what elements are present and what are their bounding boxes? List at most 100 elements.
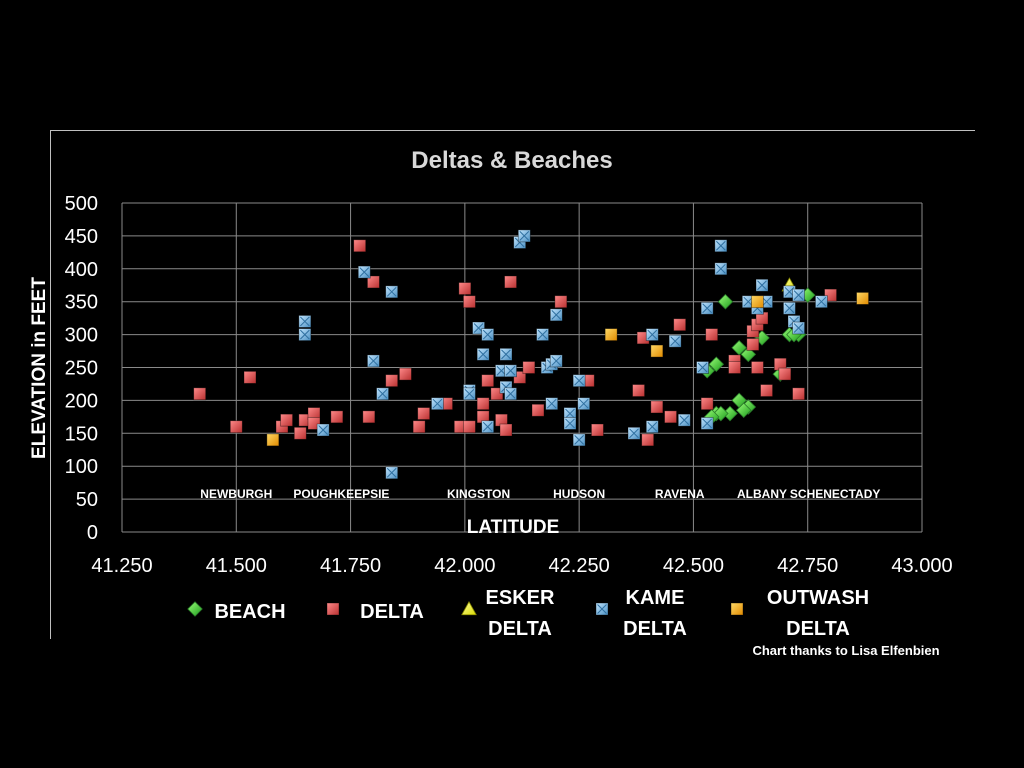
legend-label: DELTA — [360, 601, 424, 623]
data-points — [193, 229, 869, 480]
delta-point — [243, 370, 257, 384]
delta-point — [412, 420, 426, 434]
beach-point — [708, 356, 725, 372]
delta-point — [463, 420, 476, 434]
delta-point — [650, 400, 664, 414]
delta-point — [778, 367, 792, 381]
kame-delta-point — [316, 423, 330, 437]
outwash-delta-point — [751, 295, 764, 309]
kame-delta-point — [700, 417, 714, 430]
kame-delta-point — [367, 354, 380, 368]
delta-point — [353, 239, 367, 253]
legend-label: BEACH — [214, 601, 285, 623]
kame-delta-point — [714, 239, 728, 253]
y-tick-label: 50 — [76, 489, 98, 511]
delta-point — [481, 374, 495, 388]
delta-point — [280, 413, 293, 427]
chart-title: Deltas & Beaches — [411, 147, 612, 174]
delta-point — [463, 295, 476, 309]
delta-point — [193, 387, 207, 401]
y-tick-label: 100 — [65, 456, 98, 478]
delta-point — [362, 410, 376, 424]
beach-point — [735, 402, 752, 419]
kame-delta-point — [760, 295, 773, 309]
kame-delta-point — [549, 308, 563, 322]
x-tick-label: 42.250 — [549, 555, 610, 577]
city-label: SCHENECTADY — [790, 487, 880, 501]
kame-delta-point — [481, 328, 495, 342]
kame-delta-point — [627, 426, 641, 440]
delta-point — [385, 374, 399, 388]
city-labels: NEWBURGH POUGHKEEPSIE KINGSTON HUDSON RAVENA… — [200, 487, 880, 501]
city-label: KINGSTON — [447, 487, 510, 501]
kame-delta-point — [755, 278, 769, 292]
kame-delta-point — [714, 262, 728, 276]
chart-credit: Chart thanks to Lisa Elfenbien — [752, 643, 939, 658]
legend-label: DELTA — [488, 618, 552, 640]
x-tick-label: 41.750 — [320, 555, 381, 577]
kame-delta-point — [696, 361, 709, 374]
legend-item: BEACH — [187, 601, 286, 623]
kame-delta-point — [298, 328, 312, 342]
x-axis-title: LATITUDE — [467, 517, 560, 538]
y-tick-label: 250 — [65, 358, 98, 380]
kame-delta-point — [572, 433, 586, 447]
kame-delta-point — [741, 295, 755, 309]
delta-point — [504, 275, 517, 289]
tick-labels: 0 50 100 150 200 250 300 350 400 450 500 41.250 41.5… — [65, 193, 953, 577]
kame-delta-point — [545, 397, 559, 411]
delta-point — [513, 370, 527, 384]
beach-point — [717, 293, 734, 310]
legend-item: OUTWASH DELTA — [730, 587, 869, 640]
legend-label: OUTWASH — [767, 587, 869, 609]
kame-delta-point — [499, 347, 513, 361]
delta-point — [293, 426, 307, 440]
y-tick-label: 500 — [65, 193, 98, 215]
kame-delta-point — [472, 321, 485, 335]
kame-delta-point — [463, 387, 476, 401]
y-tick-label: 300 — [65, 325, 98, 347]
delta-point — [229, 420, 243, 434]
legend: BEACH DELTA ESKER DELTA KAME DELTA OUTWASH DELT… — [187, 587, 869, 640]
kame-delta-point — [376, 387, 389, 401]
kame-delta-point — [577, 397, 591, 411]
kame-delta-point — [481, 420, 495, 434]
city-label: POUGHKEEPSIE — [293, 487, 389, 501]
delta-point — [746, 338, 760, 351]
legend-item: ESKER DELTA — [461, 587, 555, 640]
delta-point — [307, 417, 321, 430]
legend-label: KAME — [626, 587, 685, 609]
x-tick-label: 43.000 — [891, 555, 952, 577]
outwash-delta-point — [650, 344, 664, 358]
delta-point — [700, 397, 714, 411]
x-tick-label: 42.000 — [434, 555, 495, 577]
city-label: ALBANY — [737, 487, 787, 501]
beach-point — [740, 346, 757, 363]
delta-point — [751, 361, 764, 374]
y-tick-label: 350 — [65, 292, 98, 314]
kame-delta-point — [385, 466, 399, 480]
delta-point — [728, 361, 741, 374]
delta-point — [458, 282, 472, 295]
legend-item: KAME DELTA — [595, 587, 687, 640]
delta-point — [664, 410, 677, 424]
y-axis-title: ELEVATION in FEET — [29, 277, 50, 459]
kame-delta-point — [645, 328, 659, 342]
grid — [121, 202, 923, 533]
kame-delta-point — [563, 417, 577, 430]
y-tick-label: 400 — [65, 259, 98, 281]
delta-point — [531, 403, 545, 417]
kame-delta-point — [815, 295, 828, 309]
delta-point — [330, 410, 344, 424]
kame-delta-point — [495, 364, 508, 378]
kame-delta-point — [476, 347, 490, 361]
delta-point — [399, 367, 412, 381]
legend-label: ESKER — [486, 587, 555, 609]
delta-point — [673, 318, 687, 332]
delta-point — [367, 275, 380, 289]
kame-delta-point — [792, 321, 805, 335]
delta-point — [591, 423, 604, 437]
kame-delta-point — [700, 301, 714, 315]
kame-delta-point — [783, 301, 796, 315]
